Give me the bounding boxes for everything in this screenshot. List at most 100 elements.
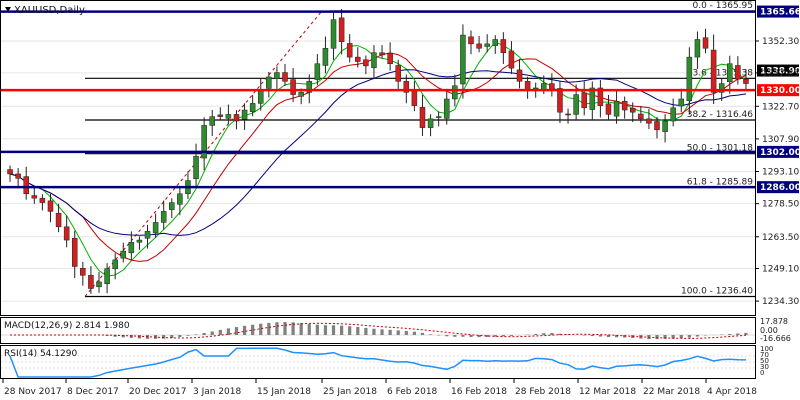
candle-body (654, 121, 660, 131)
candle-body (290, 79, 296, 95)
candle-body (371, 52, 377, 68)
candle-body (484, 43, 490, 47)
candle-body (419, 107, 426, 128)
candle-body (565, 113, 571, 116)
candle-body (735, 65, 741, 80)
candle-body (403, 81, 410, 93)
candle-body (638, 113, 644, 120)
macd-panel (0, 317, 756, 344)
candle-body (322, 48, 329, 66)
candle-body (39, 197, 46, 203)
candle-body (573, 94, 579, 115)
candle-body (435, 116, 442, 118)
macd-label: MACD(12,26,9) 2.814 1.980 (4, 321, 130, 331)
candle-body (621, 100, 628, 111)
candle-body (7, 169, 13, 175)
price-box (757, 145, 799, 158)
fibonacci-level-label: 61.8 - 1285.89 (687, 177, 753, 187)
date-tick-label: 22 Mar 2018 (643, 387, 700, 397)
rsi-axis-label: 70 (760, 351, 769, 359)
main-price-panel (0, 0, 756, 316)
candle-body (233, 114, 240, 122)
candle-body (306, 81, 313, 93)
candle-body (379, 52, 385, 56)
price-box-label: 1365.66 (760, 8, 800, 18)
date-tick-label: 15 Jan 2018 (257, 387, 311, 397)
price-box-label: 1330.00 (760, 86, 800, 96)
candle-body (282, 72, 288, 82)
date-tick-label: 3 Jan 2018 (193, 387, 241, 397)
candle-body (686, 56, 693, 101)
candle-body (249, 103, 256, 113)
date-tick-label: 8 Dec 2017 (67, 387, 119, 397)
rsi-label: RSI(14) 54.1290 (4, 349, 77, 359)
candle-body (209, 116, 215, 126)
candle-body (193, 156, 199, 180)
symbol-title: XAUUSD,Daily (14, 5, 85, 16)
candle-body (241, 109, 248, 120)
date-tick-label: 28 Nov 2017 (4, 387, 62, 397)
candle-body (492, 39, 499, 46)
candle-body (298, 92, 304, 97)
candle-body (55, 212, 62, 228)
moving-average-line (9, 69, 747, 236)
candle-body (96, 281, 102, 288)
candle-body (363, 59, 369, 67)
candle-body (452, 85, 458, 100)
candle-body (427, 118, 434, 128)
candle-body (395, 65, 401, 82)
price-tick-label: 1249.10 (762, 264, 799, 274)
candle-body (460, 34, 466, 85)
candle-body (201, 125, 207, 159)
date-tick-label: 25 Jan 2018 (323, 387, 377, 397)
candle-body (411, 90, 418, 106)
candle-body (468, 36, 474, 45)
candle-body (257, 89, 264, 104)
date-tick-label: 6 Feb 2018 (387, 387, 438, 397)
price-tick-label: 1322.70 (762, 102, 799, 112)
candle-body (443, 98, 450, 119)
fibonacci-level-label: 0.0 - 1365.95 (693, 1, 754, 11)
candle-body (532, 87, 539, 90)
candle-body (524, 81, 531, 91)
dropdown-triangle-icon[interactable] (5, 7, 11, 12)
candle-body (718, 83, 725, 93)
date-tick-label: 28 Feb 2018 (515, 387, 571, 397)
price-box-label: 1302.00 (760, 148, 800, 158)
candle-body (47, 200, 54, 212)
fibonacci-level-label: 100.0 - 1236.40 (681, 286, 753, 296)
macd-signal-line (10, 322, 747, 339)
candle-body (646, 118, 652, 124)
candle-body (144, 230, 151, 239)
candle-body (128, 242, 135, 254)
candle-body (710, 49, 717, 93)
candle-body (177, 193, 183, 205)
candle-body (605, 103, 612, 115)
candle-body (387, 52, 393, 64)
rsi-line (9, 347, 747, 378)
price-tick-label: 1352.30 (762, 37, 799, 47)
candle-body (112, 259, 118, 269)
candle-body (104, 268, 110, 284)
candle-body (541, 83, 547, 90)
candle-body (88, 275, 94, 289)
macd-axis-label: 17.878 (760, 317, 788, 326)
fibonacci-level-label: 23.6 - 1335.38 (687, 68, 753, 78)
candle-body (136, 239, 143, 243)
price-tick-label: 1293.10 (762, 168, 799, 178)
candle-body (80, 268, 86, 276)
candle-body (346, 43, 353, 58)
candle-body (160, 211, 167, 223)
rsi-axis-label: 30 (760, 363, 769, 371)
candle-body (274, 72, 280, 79)
candle-body (63, 226, 70, 241)
price-tick-label: 1337.85 (762, 69, 799, 79)
candle-body (670, 107, 676, 122)
price-box (757, 5, 799, 18)
price-box (757, 64, 799, 77)
candle-body (557, 88, 563, 113)
candle-body (169, 202, 175, 210)
price-box (757, 84, 799, 97)
candle-body (702, 37, 709, 49)
